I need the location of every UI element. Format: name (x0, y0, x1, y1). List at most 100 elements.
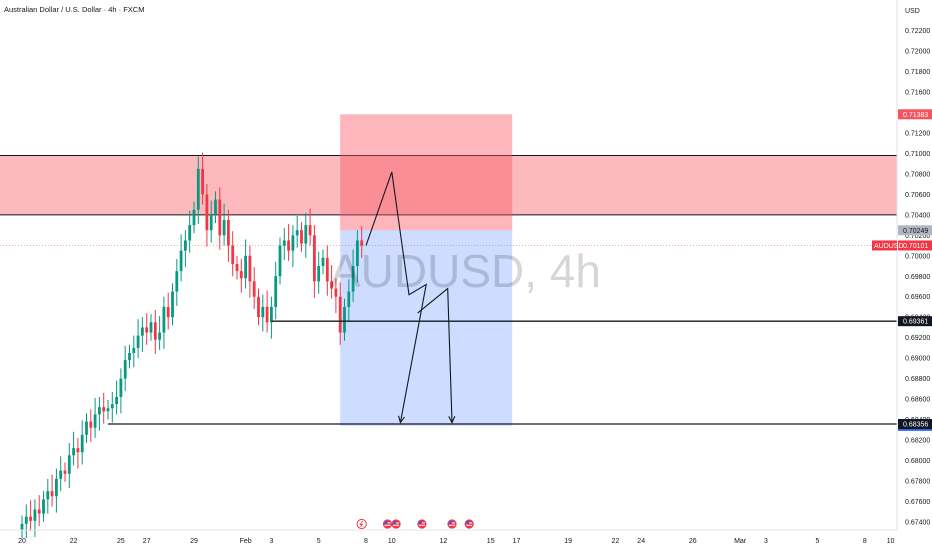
flag-stripe (418, 524, 425, 526)
price-tick-label: 0.69800 (905, 274, 930, 281)
candle (235, 263, 239, 272)
candle (136, 335, 140, 348)
symbol-tag (872, 240, 897, 251)
candles-layer (20, 152, 364, 539)
price-tick-label: 0.69000 (905, 356, 930, 363)
candle (252, 281, 256, 297)
candle (59, 470, 63, 479)
us-flag-icon[interactable] (391, 519, 401, 529)
price-tick-label: 0.71600 (905, 90, 930, 97)
candle (239, 271, 243, 279)
candle (128, 352, 131, 361)
price-tag (898, 109, 932, 120)
time-tick-label: 25 (117, 538, 125, 545)
candle (166, 306, 170, 318)
candle (162, 306, 166, 333)
candle (184, 240, 187, 251)
candle (360, 240, 364, 246)
candle (141, 327, 144, 336)
projection-path[interactable] (417, 287, 453, 423)
price-tick-label: 0.71200 (905, 131, 930, 138)
candle (188, 225, 192, 241)
candle (46, 491, 50, 500)
candle (33, 509, 37, 521)
price-tick-label: 0.68200 (905, 437, 930, 444)
candle (227, 219, 230, 246)
price-tick-label: 0.69600 (905, 294, 930, 301)
time-tick-label: 8 (863, 538, 867, 545)
price-tick-label: 0.70200 (905, 233, 930, 240)
time-tick-label: 3 (269, 538, 273, 545)
candle (218, 199, 222, 236)
candle (42, 499, 45, 514)
candle (37, 509, 41, 514)
candle (50, 491, 54, 497)
candle (67, 455, 71, 474)
price-tag (898, 225, 932, 236)
price-tag-label: 0.71383 (903, 112, 928, 119)
drawings-layer[interactable] (108, 171, 897, 425)
candle (201, 168, 204, 195)
flag-stripe (449, 524, 455, 526)
candle (115, 396, 118, 405)
time-tick-label: 22 (70, 538, 78, 545)
candle (317, 266, 321, 282)
candle (325, 257, 329, 282)
candle (123, 360, 127, 379)
time-tick-label: 8 (364, 538, 368, 545)
candle (93, 414, 97, 428)
candle (343, 306, 346, 333)
arrow-head (398, 415, 405, 424)
candle (308, 225, 312, 236)
us-flag-icon[interactable] (417, 519, 427, 529)
price-tags-layer: 0.713830.702490.683380.693610.683560.701… (872, 109, 932, 431)
time-tick-label: 17 (513, 538, 521, 545)
candle (102, 407, 106, 412)
candle (175, 271, 179, 292)
time-tick-label: 27 (143, 538, 151, 545)
time-tick-label: 29 (190, 538, 198, 545)
candle (356, 240, 359, 267)
candle (261, 306, 265, 318)
stop-loss-zone (340, 114, 513, 231)
price-tick-label: 0.72000 (905, 49, 930, 56)
us-flag-icon[interactable] (447, 519, 457, 529)
price-tag (898, 419, 932, 429)
time-tick-label: 26 (689, 538, 697, 545)
flag-canton (418, 521, 422, 524)
price-tick-label: 0.71000 (905, 151, 930, 158)
events-layer[interactable] (356, 518, 474, 530)
candle (295, 230, 299, 236)
candle (282, 240, 286, 246)
au-flag-icon[interactable] (382, 519, 393, 529)
price-tick-label: 0.68600 (905, 397, 930, 404)
candle (338, 296, 342, 333)
candle (149, 322, 153, 333)
time-axis[interactable]: 20 22 25 27 29 Feb 3 5 8 10 12 15 17 19 22 24 26 Mar 3 5 8 10 (18, 538, 894, 545)
price-tick-label: 0.67600 (905, 499, 930, 506)
candle (179, 250, 183, 272)
candle (304, 225, 308, 244)
time-tick-label: 10 (388, 538, 396, 545)
price-tick-label: 0.72200 (905, 28, 930, 35)
price-tick-label: 0.67400 (905, 519, 930, 526)
take-profit-zone (340, 230, 513, 426)
flag-canton (466, 521, 470, 524)
symbol-watermark: AUDUSD, 4h (330, 245, 601, 297)
price-tag (898, 240, 932, 251)
zones-layer (0, 114, 897, 426)
time-tick-label: 22 (612, 538, 620, 545)
time-tick-label: 15 (487, 538, 495, 545)
candle (270, 306, 273, 323)
candle (287, 240, 290, 251)
price-tag (898, 316, 932, 327)
flag-canton (449, 521, 452, 524)
candle (300, 230, 303, 244)
candle (257, 296, 260, 318)
us-flag-icon[interactable] (464, 519, 474, 529)
candle (89, 421, 93, 428)
candle (24, 516, 28, 524)
projection-path[interactable] (365, 171, 427, 423)
earnings-icon[interactable] (356, 518, 367, 530)
